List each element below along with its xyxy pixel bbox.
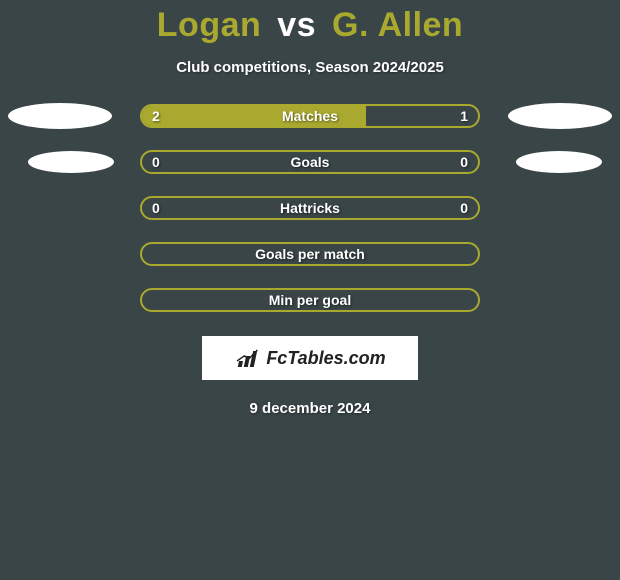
date-label: 9 december 2024 bbox=[0, 400, 620, 417]
stat-bar: 21Matches bbox=[140, 104, 480, 128]
footer-logo: FcTables.com bbox=[202, 336, 418, 380]
stat-bar: 00Hattricks bbox=[140, 196, 480, 220]
footer-logo-text: FcTables.com bbox=[266, 348, 385, 369]
stat-bar: 00Goals bbox=[140, 150, 480, 174]
stat-label: Matches bbox=[142, 108, 478, 124]
right-indicator-ellipse bbox=[508, 103, 612, 129]
stat-row: 21Matches bbox=[0, 104, 620, 128]
stat-label: Min per goal bbox=[142, 292, 478, 308]
stat-bar: Min per goal bbox=[140, 288, 480, 312]
stat-bar: Goals per match bbox=[140, 242, 480, 266]
stat-row: 00Goals bbox=[0, 150, 620, 174]
right-indicator-ellipse bbox=[516, 151, 602, 173]
stat-row: Goals per match bbox=[0, 242, 620, 266]
stat-row: Min per goal bbox=[0, 288, 620, 312]
stat-row: 00Hattricks bbox=[0, 196, 620, 220]
vs-separator: vs bbox=[277, 6, 316, 44]
player2-name: G. Allen bbox=[332, 6, 463, 44]
stats-rows: 21Matches 00Goals 00Hattricks Goals per mat… bbox=[0, 104, 620, 312]
left-indicator-ellipse bbox=[8, 103, 112, 129]
stat-label: Goals bbox=[142, 154, 478, 170]
left-indicator-ellipse bbox=[28, 151, 114, 173]
subtitle: Club competitions, Season 2024/2025 bbox=[0, 59, 620, 76]
chart-icon bbox=[234, 347, 262, 369]
stat-label: Hattricks bbox=[142, 200, 478, 216]
comparison-title: Logan vs G. Allen bbox=[0, 0, 620, 45]
player1-name: Logan bbox=[157, 6, 261, 44]
stat-label: Goals per match bbox=[142, 246, 478, 262]
